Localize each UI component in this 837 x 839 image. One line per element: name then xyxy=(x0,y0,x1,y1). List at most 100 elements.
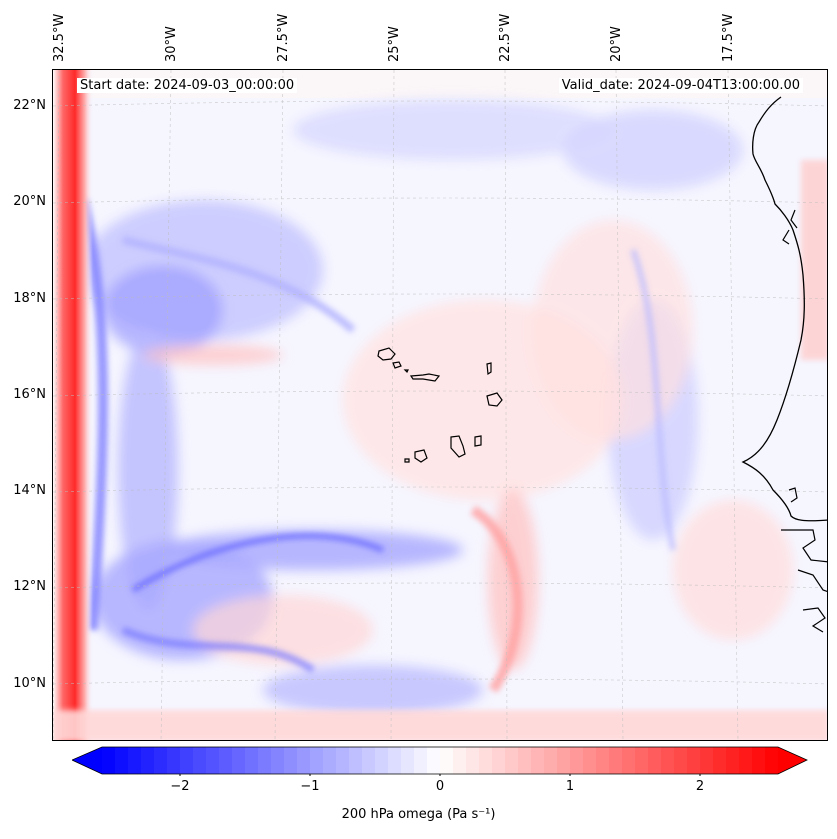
colorbar-cell xyxy=(531,747,545,774)
filament-blue-west xyxy=(78,198,108,631)
gridline-12n xyxy=(53,582,827,589)
patch-blue-nw-inner xyxy=(103,265,223,355)
valid-date-annotation: Valid_date: 2024-09-04T13:00:00.00 xyxy=(558,78,803,93)
colorbar-cell xyxy=(570,747,584,774)
island-fogo xyxy=(414,449,428,463)
gridline-22n xyxy=(53,100,827,107)
island-maio xyxy=(474,435,482,447)
colorbar-cell xyxy=(700,747,714,774)
colorbar-cell xyxy=(232,747,246,774)
colorbar-cell xyxy=(245,747,259,774)
gridline-17-5w xyxy=(727,70,739,740)
filament-blue-southwest xyxy=(121,626,315,673)
red-east-boundary xyxy=(801,160,827,360)
gridline-27-5w xyxy=(274,70,284,740)
colorbar-cell xyxy=(427,747,441,774)
island-santa-luzia xyxy=(403,369,409,374)
lon-label-22-5w: 22.5°W xyxy=(498,13,513,62)
red-west-boundary xyxy=(53,70,93,740)
colorbar-extend-max xyxy=(778,747,807,774)
colorbar-cell xyxy=(661,747,675,774)
colorbar-cell xyxy=(635,747,649,774)
gridline-18n xyxy=(53,293,827,300)
gridline-10n xyxy=(53,678,827,685)
colorbar-cell xyxy=(765,747,779,774)
colorbar-cell xyxy=(310,747,324,774)
gridline-16n xyxy=(53,390,827,397)
colorbar-tick-label: −2 xyxy=(170,779,190,794)
omega-filaments xyxy=(78,198,676,693)
patch-blue-south-band xyxy=(163,530,463,570)
colorbar-cell xyxy=(674,747,688,774)
colorbar-cell xyxy=(102,747,116,774)
gridline-20w xyxy=(615,70,624,740)
colorbar-cell xyxy=(492,747,506,774)
lat-label-22n: 22°N xyxy=(13,98,46,113)
colorbar-cell xyxy=(284,747,298,774)
island-boa-vista xyxy=(486,392,503,407)
colorbar-cell xyxy=(258,747,272,774)
colorbar-cell xyxy=(206,747,220,774)
lon-label-32-5w: 32.5°W xyxy=(52,13,67,62)
island-sal xyxy=(486,362,492,376)
island-sao-vicente xyxy=(392,361,402,369)
colorbar-extend-min xyxy=(72,747,102,774)
colorbar-cell xyxy=(193,747,207,774)
colorbar-tick-marks xyxy=(179,774,701,776)
colorbar-cell xyxy=(375,747,389,774)
gridlines xyxy=(53,70,827,740)
gridline-14n xyxy=(53,486,827,493)
gridline-22-5w xyxy=(504,70,508,740)
colorbar-cell xyxy=(752,747,766,774)
gridline-30w xyxy=(160,70,172,740)
island-santo-antao xyxy=(377,347,396,361)
island-brava xyxy=(404,458,410,463)
colorbar-cell xyxy=(154,747,168,774)
colorbar-tick-label: −1 xyxy=(300,779,320,794)
lon-label-27-5w: 27.5°W xyxy=(276,13,291,62)
colorbar-cell xyxy=(401,747,415,774)
colorbar-cell xyxy=(180,747,194,774)
lon-label-25w: 25°W xyxy=(387,26,402,62)
patch-blue-ne xyxy=(563,110,743,190)
colorbar-cell xyxy=(596,747,610,774)
colorbar-cell xyxy=(466,747,480,774)
island-sao-nicolau xyxy=(409,373,441,382)
colorbar-tick-label: 2 xyxy=(695,779,705,794)
colorbar-cell xyxy=(323,747,337,774)
patch-blue-top xyxy=(293,100,613,160)
colorbar-cell xyxy=(557,747,571,774)
gridline-25w xyxy=(390,70,395,740)
map-panel[interactable]: Start date: 2024-09-03_00:00:00 Valid_da… xyxy=(52,69,828,741)
patch-red-east xyxy=(533,220,693,440)
lat-label-10n: 10°N xyxy=(13,676,46,691)
colorbar-cell xyxy=(713,747,727,774)
patch-blue-se xyxy=(263,665,483,715)
colorbar-cell xyxy=(167,747,181,774)
colorbar-cell xyxy=(622,747,636,774)
colorbar-cell xyxy=(440,747,454,774)
lat-label-18n: 18°N xyxy=(13,291,46,306)
colorbar-cells xyxy=(102,747,779,774)
island-santiago xyxy=(450,435,466,458)
colorbar-cell xyxy=(505,747,519,774)
lat-label-14n: 14°N xyxy=(13,483,46,498)
colorbar-tick-label: 1 xyxy=(565,779,575,794)
colorbar xyxy=(72,746,808,776)
omega-field-map xyxy=(53,70,827,740)
colorbar-tick-label: 0 xyxy=(435,779,445,794)
colorbar-cell xyxy=(141,747,155,774)
cape-verde-islands xyxy=(377,347,503,463)
lon-label-17-5w: 17.5°W xyxy=(721,13,736,62)
colorbar-cell xyxy=(297,747,311,774)
filament-blue-south xyxy=(131,532,385,593)
colorbar-cell xyxy=(349,747,363,774)
canary-coast-fragment xyxy=(782,209,798,245)
patch-red-se xyxy=(673,500,793,640)
red-south-boundary xyxy=(53,710,827,740)
patch-blue-west-band xyxy=(118,330,178,610)
colorbar-cell xyxy=(115,747,129,774)
colorbar-cell xyxy=(726,747,740,774)
lat-label-16n: 16°N xyxy=(13,387,46,402)
patch-red-north-streak xyxy=(143,345,283,365)
